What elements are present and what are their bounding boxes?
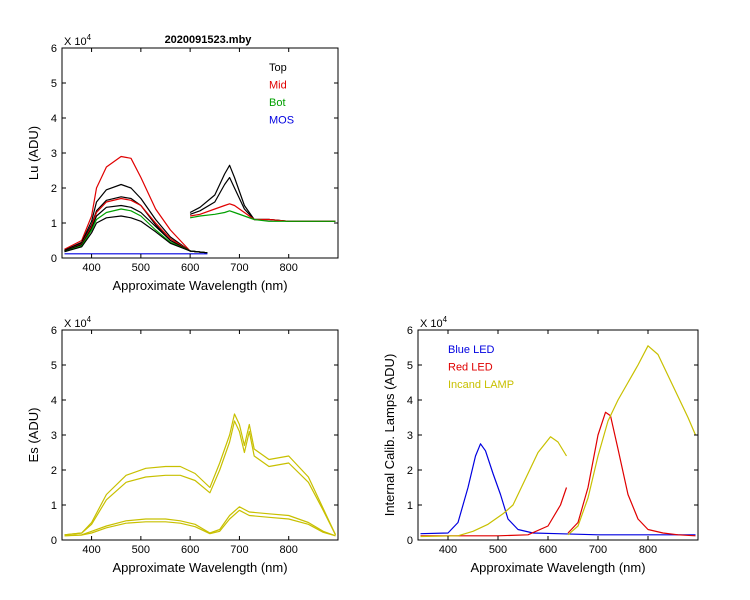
series-line-es2 [64,420,337,536]
legend-entry: Incand LAMP [448,379,514,391]
x-tick-label: 700 [230,544,248,556]
y-tick-label: 0 [51,535,57,547]
series-line-mid [64,155,208,254]
y-tick-label: 5 [51,360,57,372]
y-tick-label: 0 [407,535,413,547]
chart-lamps: 400 500 600 700 800 0 1 2 3 4 5 6 X 104 Approximate W… [382,315,699,575]
y-tick-label: 3 [51,430,57,442]
series-line-topr1 [189,164,336,222]
plot-frame [61,329,339,541]
x-tick-label: 800 [639,544,657,556]
legend-entry: Mid [269,80,287,92]
x-tick-label: 500 [489,544,507,556]
y-axis-label: Es (ADU) [26,408,41,463]
y-tick-label: 6 [51,43,57,55]
y-exponent-label: X 104 [420,315,448,330]
y-tick-label: 6 [51,325,57,337]
x-axis-label: Approximate Wavelength (nm) [112,560,287,575]
series-line-top2 [64,196,208,254]
y-tick-label: 3 [51,148,57,160]
x-tick-label: 600 [181,262,199,274]
x-tick-label: 700 [589,544,607,556]
chart-es: 400 500 600 700 800 0 1 2 3 4 5 6 X 104 Approximate W… [26,315,339,575]
series-line-botr [189,210,336,222]
y-tick-label: 1 [51,500,57,512]
series-line-red-led-2 [567,411,696,537]
x-tick-label: 500 [132,262,150,274]
legend-entry: Red LED [448,362,493,374]
y-axis-label: Lu (ADU) [26,126,41,180]
y-tick-label: 5 [51,78,57,90]
y-tick-label: 1 [51,218,57,230]
series-line-top4 [64,215,208,254]
y-exponent-label: X 104 [64,33,92,48]
y-axis-label: Internal Calib. Lamps (ADU) [382,354,397,517]
chart-lu: 400 500 600 700 800 0 1 2 3 4 5 6 X 104 2020091523.mb… [26,33,339,293]
series-group [420,345,697,538]
series-line-bot [64,208,208,254]
y-tick-label: 4 [407,395,413,407]
x-tick-label: 400 [439,544,457,556]
x-axis-label: Approximate Wavelength (nm) [112,278,287,293]
series-group [64,413,337,537]
series-line-mid2 [64,197,208,254]
series-line-es1 [64,413,337,536]
x-axis-label: Approximate Wavelength (nm) [470,560,645,575]
y-tick-label: 6 [407,325,413,337]
series-line-top1 [64,183,208,254]
legend-entry: MOS [269,115,294,127]
legend-entry: Top [269,62,287,74]
series-line-es3 [64,506,336,537]
plot-frame [61,47,339,259]
x-tick-label: 400 [82,262,100,274]
x-tick-label: 600 [181,544,199,556]
series-line-top3 [64,204,208,254]
x-tick-label: 800 [280,262,298,274]
y-tick-label: 1 [407,500,413,512]
y-tick-label: 0 [51,253,57,265]
series-line-blue-led [420,443,696,536]
series-line-incand-lamp-2 [567,345,697,536]
series-line-es4 [64,509,336,537]
legend-entry: Blue LED [448,344,495,356]
series-line-incand-lamp [420,436,568,538]
chart-title: 2020091523.mby [165,34,253,46]
y-tick-label: 4 [51,113,57,125]
legend-entry: Bot [269,97,286,109]
series-line-midr [189,203,336,222]
y-tick-label: 2 [407,465,413,477]
y-tick-label: 2 [51,465,57,477]
x-tick-label: 500 [132,544,150,556]
x-tick-label: 700 [230,262,248,274]
y-tick-label: 4 [51,395,57,407]
x-tick-label: 400 [82,544,100,556]
y-tick-label: 5 [407,360,413,372]
y-tick-label: 2 [51,183,57,195]
y-exponent-label: X 104 [64,315,92,330]
series-group [64,155,336,255]
x-tick-label: 600 [539,544,557,556]
x-tick-label: 800 [280,544,298,556]
y-tick-label: 3 [407,430,413,442]
series-line-red-led [420,487,568,537]
